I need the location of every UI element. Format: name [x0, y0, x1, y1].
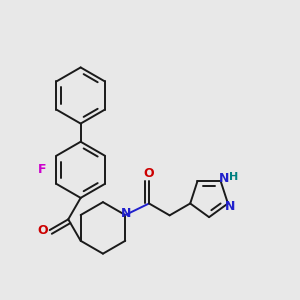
Text: N: N: [225, 200, 236, 213]
Text: H: H: [229, 172, 239, 182]
Text: F: F: [38, 163, 47, 176]
Text: O: O: [144, 167, 154, 180]
Text: N: N: [219, 172, 229, 185]
Text: O: O: [37, 224, 48, 237]
Text: N: N: [121, 207, 131, 220]
